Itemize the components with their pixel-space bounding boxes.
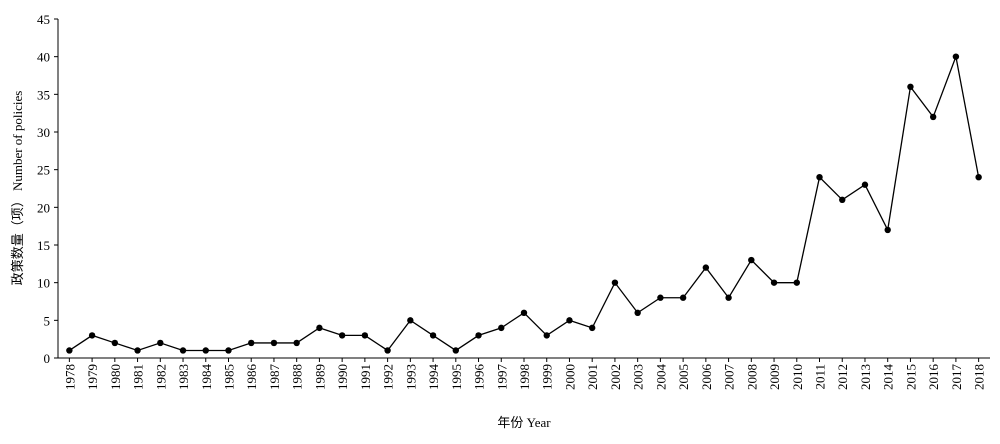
data-point: [543, 332, 550, 339]
data-point: [907, 83, 914, 91]
data-point: [679, 294, 687, 301]
data-point: [634, 309, 641, 316]
data-point: [793, 279, 800, 286]
x-axis-label: 年份 Year: [497, 415, 551, 430]
x-tick-label: 1993: [403, 364, 418, 390]
x-tick-label: 1996: [472, 364, 487, 391]
data-point: [975, 174, 982, 181]
x-tick-label: 2007: [722, 364, 737, 391]
x-tick-label: 1987: [267, 364, 282, 391]
data-point: [293, 339, 300, 347]
x-tick-label: 2012: [835, 364, 850, 390]
x-tick-label: 1990: [335, 364, 350, 390]
y-tick-label: 0: [44, 351, 51, 366]
x-tick-label: 2003: [631, 364, 646, 390]
data-point: [770, 279, 778, 286]
data-point: [498, 324, 505, 332]
data-point: [202, 347, 209, 354]
data-point: [429, 332, 437, 339]
x-tick-label: 1979: [85, 364, 100, 390]
x-tick-label: 2010: [790, 364, 805, 390]
x-tick-label: 2008: [744, 364, 759, 390]
x-tick-label: 1998: [517, 364, 532, 390]
y-axis-label: 政策数量（项） Number of policies: [10, 91, 25, 286]
x-tick-label: 2017: [949, 364, 964, 391]
x-tick-label: 1980: [108, 364, 123, 390]
x-tick-label: 2002: [608, 364, 623, 390]
data-point: [839, 196, 846, 203]
x-tick-label: 1988: [290, 364, 305, 390]
y-tick-label: 10: [37, 276, 50, 291]
data-point: [861, 181, 869, 188]
data-point: [270, 339, 278, 347]
data-point: [702, 264, 710, 271]
data-point: [816, 174, 823, 181]
y-tick-label: 35: [37, 87, 50, 102]
data-point: [111, 339, 119, 347]
x-tick-label: 2011: [813, 364, 828, 390]
data-point: [611, 279, 619, 286]
x-tick-label: 2000: [562, 364, 577, 390]
data-point: [929, 113, 937, 121]
x-tick-label: 1994: [426, 364, 441, 391]
y-tick-label: 45: [37, 12, 50, 27]
x-tick-label: 2009: [767, 364, 782, 390]
data-point: [520, 309, 528, 316]
data-point: [407, 317, 414, 324]
data-point: [657, 294, 664, 301]
data-point: [566, 317, 573, 324]
x-tick-label: 2016: [926, 364, 941, 391]
data-point: [884, 226, 891, 234]
x-tick-label: 1986: [244, 364, 259, 391]
data-point: [316, 324, 323, 332]
data-point: [248, 339, 255, 347]
x-tick-label: 1984: [199, 364, 214, 391]
x-tick-label: 1999: [540, 364, 555, 390]
data-point: [338, 332, 346, 339]
data-point: [361, 332, 369, 339]
x-tick-label: 1978: [62, 364, 77, 390]
y-tick-label: 20: [37, 200, 50, 215]
x-tick-label: 1992: [381, 364, 396, 390]
x-tick-label: 1995: [449, 364, 464, 390]
y-tick-label: 40: [37, 50, 50, 65]
data-point: [134, 347, 141, 354]
x-tick-label: 2015: [903, 364, 918, 390]
data-point: [952, 53, 960, 60]
x-tick-label: 1997: [494, 364, 509, 391]
x-tick-label: 1985: [221, 364, 236, 390]
x-tick-label: 2005: [676, 364, 691, 390]
data-point: [66, 347, 73, 354]
x-tick-label: 2018: [972, 364, 987, 390]
y-tick-label: 25: [37, 163, 50, 178]
data-point: [225, 347, 232, 354]
x-tick-label: 1991: [358, 364, 373, 390]
y-tick-label: 30: [37, 125, 50, 140]
x-tick-label: 1982: [153, 364, 168, 390]
y-tick-label: 5: [44, 313, 51, 328]
data-point: [157, 339, 164, 347]
x-tick-label: 1981: [131, 364, 146, 390]
x-tick-label: 2013: [858, 364, 873, 390]
data-point: [384, 347, 391, 354]
data-point: [475, 332, 482, 339]
data-line: [69, 54, 980, 352]
x-tick-label: 2014: [881, 364, 896, 391]
x-tick-label: 2001: [585, 364, 600, 390]
x-tick-label: 2004: [653, 364, 668, 391]
data-point: [452, 347, 460, 354]
y-tick-label: 15: [37, 238, 50, 253]
data-point: [748, 256, 755, 264]
data-point: [88, 332, 96, 339]
data-point: [179, 347, 187, 354]
data-point: [588, 324, 596, 332]
x-tick-label: 1989: [312, 364, 327, 390]
x-tick-label: 1983: [176, 364, 191, 390]
x-tick-label: 2006: [699, 364, 714, 391]
data-point: [725, 294, 732, 301]
